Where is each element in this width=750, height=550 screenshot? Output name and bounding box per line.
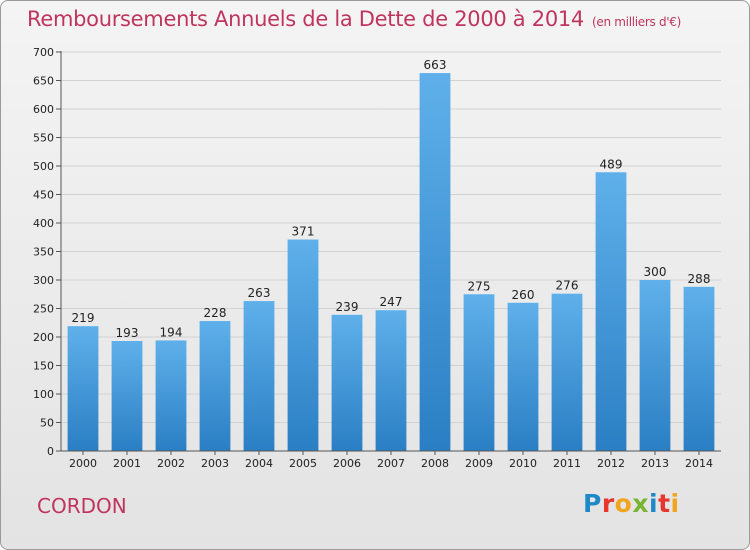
x-tick-label: 2011 bbox=[553, 457, 581, 470]
bar-value-label: 300 bbox=[644, 265, 667, 279]
bar-value-label: 663 bbox=[424, 58, 447, 72]
commune-name: CORDON bbox=[37, 494, 127, 518]
bar-value-label: 219 bbox=[72, 311, 95, 325]
logo-letter: i bbox=[649, 489, 659, 518]
logo-letter: o bbox=[614, 489, 633, 518]
y-tick-label: 300 bbox=[33, 274, 54, 287]
x-tick-label: 2003 bbox=[201, 457, 229, 470]
bar bbox=[375, 310, 407, 451]
bar bbox=[331, 314, 363, 451]
chart-title: Remboursements Annuels de la Dette de 20… bbox=[27, 7, 681, 31]
bar-value-label: 239 bbox=[336, 300, 359, 314]
x-tick-label: 2004 bbox=[245, 457, 273, 470]
x-tick-label: 2014 bbox=[685, 457, 713, 470]
x-tick-label: 2001 bbox=[113, 457, 141, 470]
y-tick-label: 450 bbox=[33, 189, 54, 202]
y-tick-label: 250 bbox=[33, 303, 54, 316]
y-tick-label: 350 bbox=[33, 246, 54, 259]
y-tick-label: 50 bbox=[40, 417, 54, 430]
chart-subtitle: (en milliers d'€) bbox=[592, 15, 682, 29]
bar bbox=[67, 326, 99, 451]
x-tick-label: 2005 bbox=[289, 457, 317, 470]
bar bbox=[551, 293, 583, 451]
x-tick-label: 2002 bbox=[157, 457, 185, 470]
x-tick-label: 2006 bbox=[333, 457, 361, 470]
bar bbox=[683, 286, 715, 451]
logo-letter: t bbox=[658, 489, 671, 518]
proxiti-logo: Proxiti bbox=[583, 489, 680, 518]
y-tick-label: 200 bbox=[33, 331, 54, 344]
bar-value-label: 489 bbox=[600, 157, 623, 171]
logo-letter: i bbox=[670, 489, 680, 518]
logo-letter: r bbox=[601, 489, 615, 518]
bar-value-label: 228 bbox=[204, 306, 227, 320]
y-tick-label: 650 bbox=[33, 75, 54, 88]
x-tick-label: 2007 bbox=[377, 457, 405, 470]
bar bbox=[243, 301, 275, 451]
bar-value-label: 247 bbox=[380, 295, 403, 309]
x-tick-label: 2009 bbox=[465, 457, 493, 470]
bar-value-label: 275 bbox=[468, 279, 491, 293]
bar bbox=[111, 340, 143, 451]
y-tick-label: 100 bbox=[33, 388, 54, 401]
x-tick-label: 2012 bbox=[597, 457, 625, 470]
bar bbox=[199, 321, 231, 451]
chart-title-text: Remboursements Annuels de la Dette de 20… bbox=[27, 7, 584, 31]
bar bbox=[595, 172, 627, 451]
bar bbox=[287, 239, 319, 451]
x-tick-label: 2000 bbox=[69, 457, 97, 470]
bar-value-label: 193 bbox=[116, 326, 139, 340]
x-tick-label: 2008 bbox=[421, 457, 449, 470]
bar-value-label: 371 bbox=[292, 225, 315, 239]
bar-value-label: 263 bbox=[248, 286, 271, 300]
bar bbox=[507, 302, 539, 451]
y-tick-label: 150 bbox=[33, 360, 54, 373]
y-tick-label: 700 bbox=[33, 46, 54, 59]
logo-letter: x bbox=[632, 489, 649, 518]
bar bbox=[639, 280, 671, 451]
x-tick-label: 2013 bbox=[641, 457, 669, 470]
bar-value-label: 288 bbox=[688, 272, 711, 286]
y-tick-label: 400 bbox=[33, 217, 54, 230]
bar-value-label: 194 bbox=[160, 325, 183, 339]
logo-letter: P bbox=[583, 489, 602, 518]
y-tick-label: 550 bbox=[33, 132, 54, 145]
x-tick-label: 2010 bbox=[509, 457, 537, 470]
bar-value-label: 276 bbox=[556, 279, 579, 293]
bar-value-label: 260 bbox=[512, 288, 535, 302]
bar bbox=[419, 73, 451, 451]
bar bbox=[155, 340, 187, 451]
y-tick-label: 0 bbox=[47, 445, 54, 458]
bar bbox=[463, 294, 495, 451]
y-tick-label: 500 bbox=[33, 160, 54, 173]
y-tick-label: 600 bbox=[33, 103, 54, 116]
